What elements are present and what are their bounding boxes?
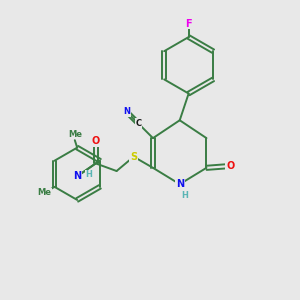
Text: O: O xyxy=(226,161,234,171)
Text: H: H xyxy=(85,170,92,179)
Text: C: C xyxy=(135,119,141,128)
Text: S: S xyxy=(130,152,137,162)
Text: Me: Me xyxy=(68,130,82,139)
Text: F: F xyxy=(185,19,192,29)
Text: N: N xyxy=(176,179,184,189)
Text: O: O xyxy=(92,136,100,146)
Text: Me: Me xyxy=(37,188,51,197)
Text: N: N xyxy=(73,171,81,181)
Text: H: H xyxy=(182,191,188,200)
Text: N: N xyxy=(123,107,130,116)
